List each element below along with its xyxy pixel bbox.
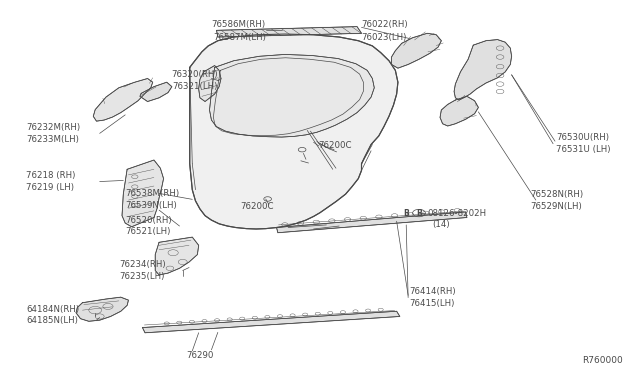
Text: 76200C: 76200C [319, 141, 352, 151]
Text: 76520(RH): 76520(RH) [125, 216, 172, 225]
Text: 76539N(LH): 76539N(LH) [125, 201, 177, 210]
Text: 76521(LH): 76521(LH) [125, 227, 171, 237]
Text: 76200C: 76200C [240, 202, 274, 211]
Text: 76586M(RH): 76586M(RH) [212, 20, 266, 29]
Polygon shape [392, 33, 442, 68]
Polygon shape [93, 78, 153, 121]
Text: 76528N(RH): 76528N(RH) [531, 190, 584, 199]
Text: B: B [416, 209, 422, 218]
Polygon shape [189, 34, 398, 229]
Text: 76219 (LH): 76219 (LH) [26, 183, 74, 192]
Text: 76234(RH): 76234(RH) [119, 260, 166, 269]
Text: 64185N(LH): 64185N(LH) [26, 317, 78, 326]
Text: 76415(LH): 76415(LH) [410, 299, 455, 308]
Text: 76530U(RH): 76530U(RH) [556, 133, 609, 142]
Polygon shape [122, 160, 164, 227]
Text: 76320(RH): 76320(RH) [171, 70, 218, 79]
Text: 08126-8202H: 08126-8202H [428, 209, 486, 218]
Polygon shape [454, 39, 511, 100]
Polygon shape [276, 212, 467, 233]
Text: (14): (14) [433, 220, 450, 229]
Text: 76022(RH): 76022(RH) [362, 20, 408, 29]
Polygon shape [140, 82, 172, 102]
Polygon shape [156, 237, 198, 275]
Polygon shape [209, 54, 374, 137]
Text: 76235(LH): 76235(LH) [119, 272, 164, 281]
Text: 76290: 76290 [186, 351, 213, 360]
Text: B: B [404, 209, 410, 218]
Text: 76321(LH): 76321(LH) [172, 82, 218, 91]
Text: 76233M(LH): 76233M(LH) [26, 135, 79, 144]
Polygon shape [76, 297, 129, 321]
Text: 76023(LH): 76023(LH) [362, 33, 407, 42]
Polygon shape [216, 27, 362, 37]
Text: 76529N(LH): 76529N(LH) [531, 202, 582, 211]
Polygon shape [198, 65, 221, 102]
Text: 76414(RH): 76414(RH) [410, 287, 456, 296]
Polygon shape [440, 96, 478, 126]
Text: 64184N(RH): 64184N(RH) [26, 305, 79, 314]
Text: 76587M(LH): 76587M(LH) [213, 33, 266, 42]
Text: R760000: R760000 [582, 356, 623, 365]
Text: 76538M(RH): 76538M(RH) [125, 189, 179, 198]
Text: 76232M(RH): 76232M(RH) [26, 123, 81, 132]
Text: 76531U (LH): 76531U (LH) [556, 145, 611, 154]
Text: 76218 (RH): 76218 (RH) [26, 171, 76, 180]
Polygon shape [143, 311, 400, 333]
